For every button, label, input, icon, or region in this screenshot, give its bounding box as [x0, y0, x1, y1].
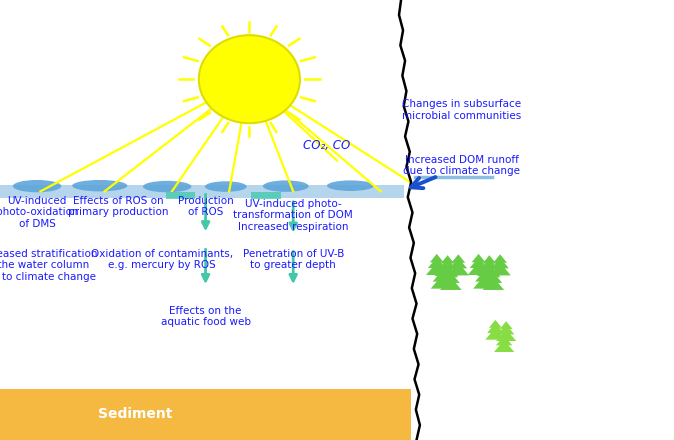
Text: UV-induced
photo-oxidation
of DMS: UV-induced photo-oxidation of DMS	[0, 196, 78, 229]
Text: Oxidation of contaminants,
e.g. mercury by ROS: Oxidation of contaminants, e.g. mercury …	[91, 249, 233, 270]
Polygon shape	[494, 340, 514, 352]
Polygon shape	[487, 269, 500, 277]
Polygon shape	[496, 335, 512, 345]
Text: UV-induced photo-
transformation of DOM
Increased respiration: UV-induced photo- transformation of DOM …	[233, 199, 353, 232]
Polygon shape	[450, 258, 467, 268]
Ellipse shape	[205, 181, 247, 192]
Bar	[0, 389, 411, 440]
Text: Penetration of UV-B
to greater depth: Penetration of UV-B to greater depth	[243, 249, 344, 270]
Polygon shape	[481, 259, 498, 269]
Polygon shape	[472, 254, 485, 262]
Polygon shape	[479, 264, 500, 276]
Ellipse shape	[263, 180, 309, 192]
Polygon shape	[399, 0, 674, 440]
Bar	[0, 185, 404, 198]
Polygon shape	[437, 264, 458, 276]
Bar	[251, 192, 281, 199]
Text: Increased stratification
of the water column
due to climate change: Increased stratification of the water co…	[0, 249, 97, 282]
Text: Production
of ROS: Production of ROS	[178, 196, 233, 217]
Polygon shape	[475, 271, 493, 282]
Polygon shape	[444, 269, 458, 277]
Polygon shape	[499, 321, 513, 329]
Polygon shape	[477, 268, 491, 276]
Polygon shape	[493, 254, 507, 263]
Ellipse shape	[13, 180, 61, 192]
Polygon shape	[441, 255, 454, 264]
Polygon shape	[483, 277, 504, 290]
Bar	[166, 192, 195, 199]
Text: Effects on the
aquatic food web: Effects on the aquatic food web	[160, 306, 251, 327]
Polygon shape	[440, 277, 462, 290]
Polygon shape	[473, 276, 495, 289]
Text: Sediment: Sediment	[98, 407, 172, 422]
Polygon shape	[489, 263, 511, 275]
Polygon shape	[487, 323, 503, 333]
Polygon shape	[452, 254, 465, 263]
Ellipse shape	[199, 35, 300, 123]
Polygon shape	[496, 329, 516, 341]
Polygon shape	[433, 271, 450, 282]
Polygon shape	[428, 257, 446, 268]
Polygon shape	[439, 259, 456, 269]
Polygon shape	[485, 272, 502, 283]
Polygon shape	[483, 255, 496, 264]
Polygon shape	[435, 268, 448, 276]
Text: Effects of ROS on
primary production: Effects of ROS on primary production	[67, 196, 168, 217]
Ellipse shape	[327, 180, 374, 191]
Polygon shape	[470, 257, 487, 268]
Ellipse shape	[72, 180, 127, 191]
Ellipse shape	[143, 181, 191, 192]
Polygon shape	[426, 262, 448, 275]
Text: CO₂, CO: CO₂, CO	[303, 139, 350, 152]
Polygon shape	[485, 328, 506, 340]
Text: Changes in subsurface
microbial communities: Changes in subsurface microbial communit…	[402, 99, 521, 121]
Polygon shape	[442, 272, 460, 283]
Text: Increased DOM runoff
due to climate change: Increased DOM runoff due to climate chan…	[403, 155, 520, 176]
Polygon shape	[468, 262, 489, 275]
Polygon shape	[448, 263, 469, 275]
Polygon shape	[431, 276, 452, 289]
Polygon shape	[491, 258, 509, 268]
Polygon shape	[489, 320, 502, 328]
Polygon shape	[430, 254, 443, 262]
Polygon shape	[497, 332, 511, 340]
Polygon shape	[498, 325, 514, 334]
